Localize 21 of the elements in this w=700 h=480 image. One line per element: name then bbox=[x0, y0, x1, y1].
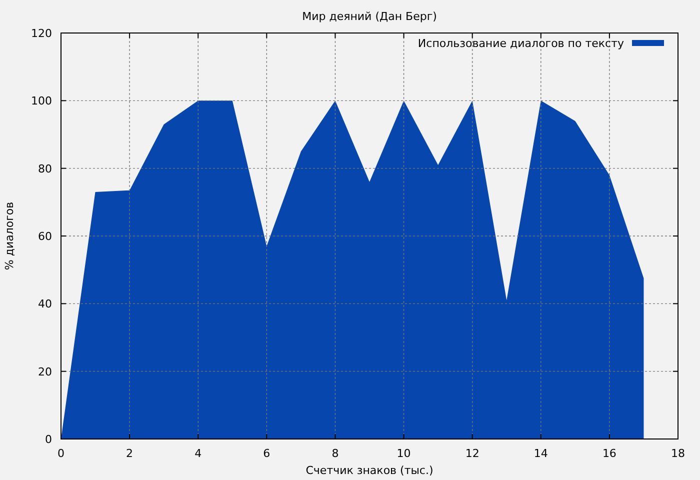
x-tick-label: 16 bbox=[602, 447, 616, 460]
y-axis-title: % диалогов bbox=[3, 202, 16, 270]
y-tick-label: 120 bbox=[31, 27, 52, 40]
y-tick-label: 100 bbox=[31, 94, 52, 108]
x-tick-label: 6 bbox=[263, 447, 270, 460]
x-tick-label: 0 bbox=[58, 447, 64, 460]
x-tick-label: 2 bbox=[126, 447, 134, 460]
legend-label: Использование диалогов по тексту bbox=[418, 37, 624, 50]
x-tick-label: 8 bbox=[332, 447, 339, 460]
x-axis-title: Счетчик знаков (тыс.) bbox=[306, 464, 434, 477]
y-tick-label: 80 bbox=[38, 162, 52, 176]
x-tick-label: 18 bbox=[671, 447, 685, 460]
y-tick-label: 20 bbox=[38, 365, 52, 378]
x-tick-label: 4 bbox=[194, 447, 202, 460]
chart-title: Мир деяний (Дан Берг) bbox=[302, 10, 437, 23]
x-tick-label: 12 bbox=[465, 447, 480, 460]
y-tick-label: 0 bbox=[45, 433, 52, 446]
x-tick-label: 10 bbox=[396, 447, 411, 460]
x-tick-label: 14 bbox=[534, 447, 548, 460]
y-tick-label: 40 bbox=[38, 298, 52, 311]
y-tick-label: 60 bbox=[38, 230, 52, 243]
